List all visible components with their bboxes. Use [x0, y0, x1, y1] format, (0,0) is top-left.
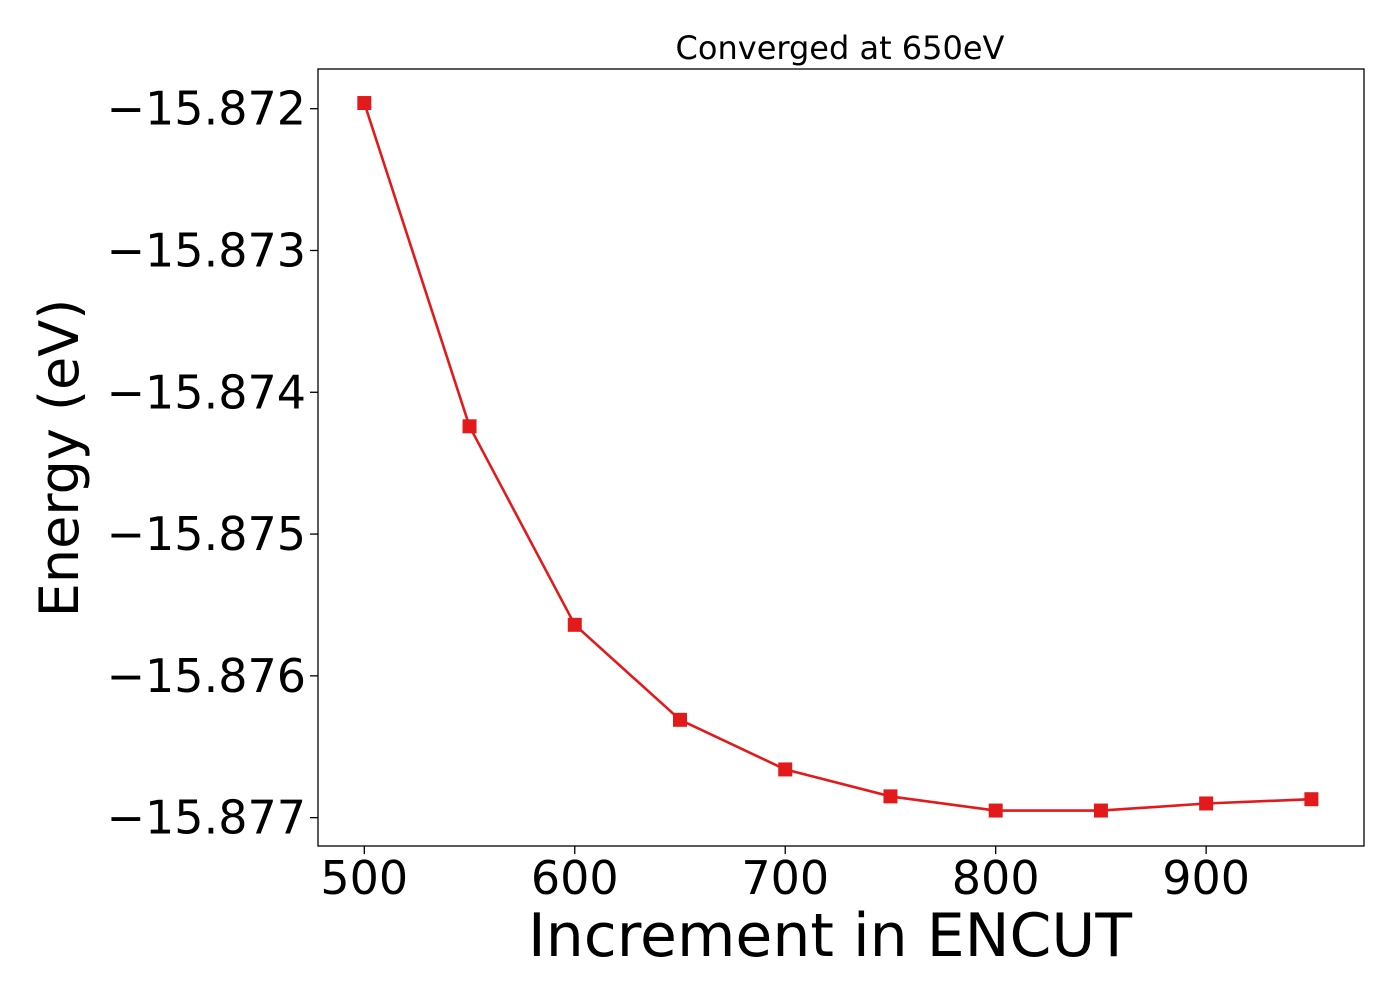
x-tick-label: 500: [320, 851, 408, 905]
data-point: [672, 712, 687, 727]
y-tick-label: −15.872: [107, 82, 307, 136]
y-tick-label: −15.874: [107, 365, 307, 419]
y-tick-label: −15.876: [107, 649, 307, 703]
x-tick-label: 800: [952, 851, 1040, 905]
data-point: [462, 419, 477, 434]
data-point: [1093, 803, 1108, 818]
y-axis-label: Energy (eV): [28, 299, 91, 618]
data-point: [357, 96, 372, 111]
x-tick-label: 700: [741, 851, 829, 905]
y-tick-label: −15.873: [107, 223, 307, 277]
plot-area: [357, 96, 1319, 818]
x-tick-label: 600: [531, 851, 619, 905]
y-axis-ticks: −15.872 −15.873 −15.874 −15.875 −15.876 −15.8…: [107, 82, 318, 845]
x-axis-ticks: 500 600 700 800 900: [320, 846, 1250, 905]
data-point: [778, 762, 793, 777]
data-point: [567, 617, 582, 632]
data-point: [1199, 796, 1214, 811]
x-tick-label: 900: [1162, 851, 1250, 905]
y-tick-label: −15.877: [107, 791, 307, 845]
chart-title: Converged at 650eV: [676, 29, 1005, 67]
data-point: [1304, 792, 1319, 807]
data-point: [883, 789, 898, 804]
plot-frame: [317, 68, 1365, 847]
x-axis-label: Increment in ENCUT: [528, 901, 1132, 971]
series-line: [363, 102, 1312, 812]
y-tick-label: −15.875: [107, 507, 307, 561]
data-point: [988, 803, 1003, 818]
